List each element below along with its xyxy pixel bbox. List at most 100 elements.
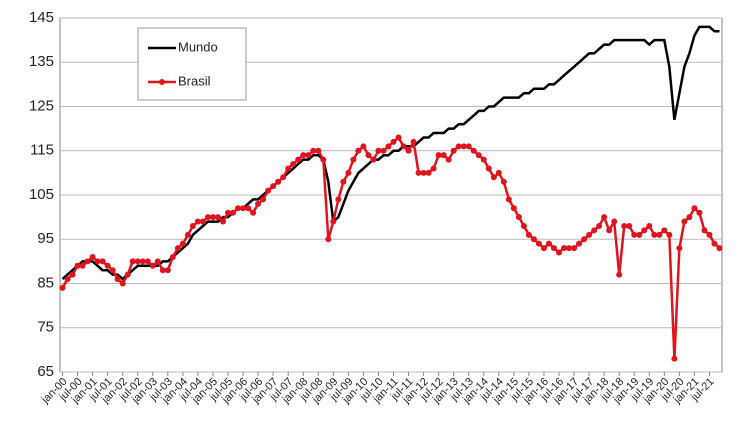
point — [586, 231, 593, 238]
point — [245, 205, 252, 212]
point — [174, 245, 181, 252]
point — [576, 240, 583, 247]
point — [460, 143, 467, 150]
point — [74, 262, 81, 269]
point — [340, 178, 347, 185]
point — [475, 152, 482, 159]
y-tick-label: 135 — [29, 53, 54, 70]
point — [285, 165, 292, 172]
point — [400, 143, 407, 150]
point — [525, 231, 532, 238]
point — [64, 276, 71, 283]
point — [571, 245, 578, 252]
point — [219, 218, 226, 225]
legend: Mundo Brasil — [137, 27, 247, 101]
point — [139, 258, 146, 265]
point — [255, 200, 262, 207]
y-tick-label: 105 — [29, 186, 54, 203]
y-tick-label: 125 — [29, 97, 54, 114]
point — [591, 227, 598, 234]
point — [154, 258, 161, 265]
point — [325, 236, 332, 243]
point — [535, 240, 542, 247]
point — [69, 271, 76, 278]
point — [109, 267, 116, 274]
point — [320, 156, 327, 163]
point — [651, 231, 658, 238]
point — [631, 231, 638, 238]
point — [711, 240, 718, 247]
point — [606, 227, 613, 234]
point — [540, 245, 547, 252]
y-tick-label: 115 — [30, 142, 54, 159]
point — [199, 218, 206, 225]
point — [415, 169, 422, 176]
point — [701, 227, 708, 234]
point — [385, 143, 392, 150]
point — [510, 205, 517, 212]
point — [260, 196, 267, 203]
point — [79, 262, 86, 269]
point — [370, 156, 377, 163]
point — [300, 152, 307, 159]
point — [671, 355, 678, 362]
point — [89, 253, 96, 260]
point — [295, 156, 302, 163]
point — [420, 169, 427, 176]
point — [84, 258, 91, 265]
point — [209, 214, 216, 221]
point — [440, 152, 447, 159]
point — [179, 240, 186, 247]
point — [114, 276, 121, 283]
point — [505, 196, 512, 203]
point — [691, 205, 698, 212]
point — [656, 231, 663, 238]
point — [275, 178, 282, 185]
legend-label: Mundo — [178, 39, 218, 54]
point — [455, 143, 462, 150]
point — [611, 218, 618, 225]
point — [480, 156, 487, 163]
y-tick-label: 85 — [37, 274, 54, 291]
point — [225, 209, 232, 216]
point — [204, 214, 211, 221]
point — [189, 222, 196, 229]
point — [566, 245, 573, 252]
point — [104, 262, 111, 269]
point — [169, 253, 176, 260]
point — [315, 147, 322, 154]
point — [124, 271, 131, 278]
point — [380, 147, 387, 154]
point — [430, 165, 437, 172]
point — [495, 169, 502, 176]
legend-label: Brasil — [178, 73, 211, 88]
point — [686, 214, 693, 221]
point — [230, 209, 237, 216]
point — [450, 147, 457, 154]
point — [395, 134, 402, 141]
y-tick-label: 145 — [29, 9, 54, 26]
point — [530, 236, 537, 243]
point — [661, 227, 668, 234]
point — [616, 271, 623, 278]
point — [250, 209, 257, 216]
point — [305, 152, 312, 159]
point — [345, 169, 352, 176]
point — [676, 245, 683, 252]
point — [636, 231, 643, 238]
point — [290, 161, 297, 168]
point — [360, 143, 367, 150]
point — [94, 258, 101, 265]
point — [716, 245, 723, 252]
point — [144, 258, 151, 265]
point — [641, 227, 648, 234]
point — [465, 143, 472, 150]
point — [119, 280, 126, 287]
point — [561, 245, 568, 252]
point — [596, 222, 603, 229]
point — [470, 147, 477, 154]
point — [129, 258, 136, 265]
point — [545, 240, 552, 247]
point — [270, 183, 277, 190]
